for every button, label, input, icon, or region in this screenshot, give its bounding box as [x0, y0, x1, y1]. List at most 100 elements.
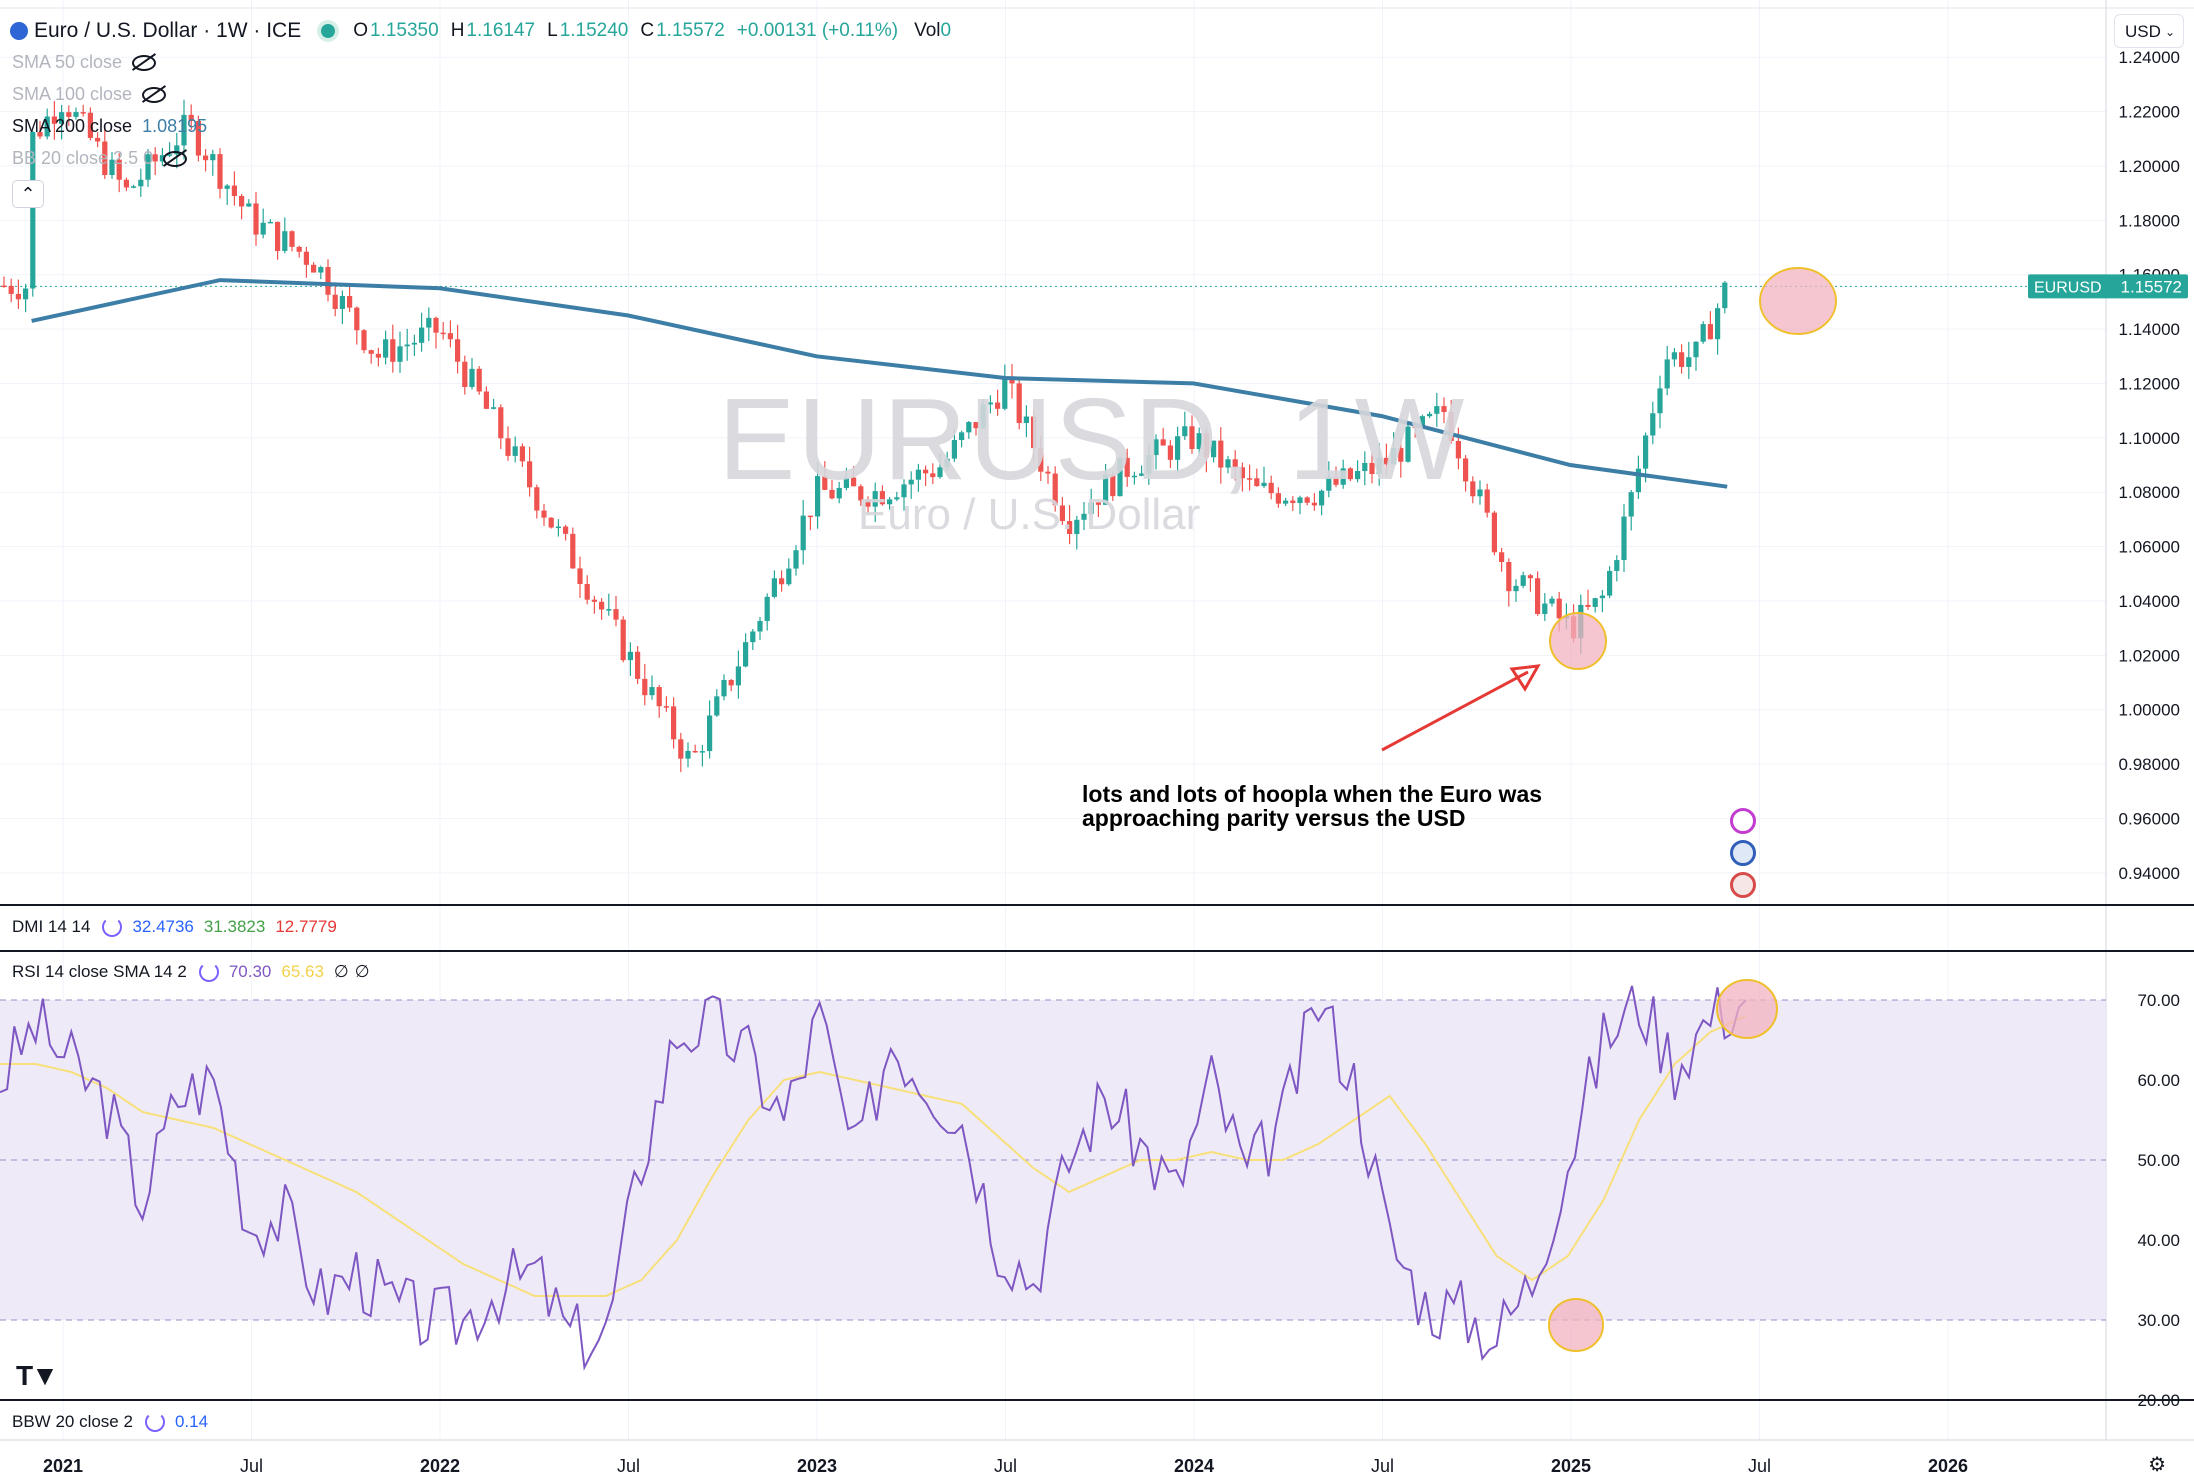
candle-body: [570, 533, 576, 569]
hidden-eye-icon[interactable]: [142, 86, 167, 103]
sma200-line: [31, 278, 1728, 489]
price-tick-label: 1.14000: [2119, 320, 2180, 339]
candle-body: [253, 203, 259, 235]
candle-body: [685, 750, 691, 759]
sma200-legend[interactable]: SMA 200 close 1.08195: [12, 116, 207, 137]
gear-icon[interactable]: ⚙: [2148, 1454, 2166, 1476]
price-tick-label: 1.20000: [2119, 157, 2180, 176]
rsi-label: RSI 14 close SMA 14 2: [12, 962, 187, 981]
price-tick-label: 1.02000: [2119, 646, 2180, 665]
candle-body: [807, 515, 813, 518]
candle-body: [289, 231, 295, 247]
candle-body: [1700, 324, 1706, 342]
time-axis[interactable]: 2021 Jul 2022 Jul 2023 Jul 2024 Jul 2025 Jul 2026: [43, 1456, 1968, 1476]
event-lightning-icon[interactable]: [1730, 808, 1756, 834]
candle-body: [1304, 497, 1310, 503]
candle-body: [339, 296, 345, 309]
candle-body: [779, 578, 785, 585]
candle-body: [462, 361, 468, 387]
candle-body: [519, 446, 525, 462]
candle-body: [836, 487, 842, 499]
candle-body: [995, 402, 1001, 409]
event-us-flag-icon[interactable]: [1730, 872, 1756, 898]
candle-body: [1549, 598, 1555, 604]
candle-body: [627, 651, 633, 661]
candle-body: [1189, 426, 1195, 450]
refresh-icon: [198, 962, 219, 982]
candle-body: [383, 339, 389, 358]
rsi-legend[interactable]: RSI 14 close SMA 14 2 70.30 65.63 ∅ ∅: [12, 962, 370, 982]
candle-body: [721, 679, 727, 697]
candle-body: [1427, 413, 1433, 417]
name-watermark: Euro / U.S. Dollar: [858, 490, 1201, 539]
rsi-sma-line: [0, 1015, 1747, 1297]
candle-body: [1693, 341, 1699, 358]
candle-body: [584, 584, 590, 600]
candle-body: [246, 203, 252, 207]
candle-body: [73, 112, 79, 117]
sma100-legend[interactable]: SMA 100 close: [12, 84, 167, 105]
candle-body: [714, 696, 720, 716]
candle-body: [1463, 458, 1469, 482]
candle-body: [80, 112, 86, 114]
candle-body: [1074, 519, 1080, 535]
bb-legend[interactable]: BB 20 close 2.5 0: [12, 148, 188, 169]
event-globe-icon[interactable]: [1730, 840, 1756, 866]
candle-body: [1484, 489, 1490, 513]
candle-body: [843, 477, 849, 488]
candle-body: [1182, 426, 1188, 437]
candle-body: [1254, 478, 1260, 487]
candle-body: [1362, 462, 1368, 472]
candle-body: [527, 461, 533, 488]
candle-body: [59, 112, 65, 124]
candle-body: [505, 438, 511, 456]
sma200-value: 1.08195: [142, 116, 208, 136]
candle-body: [51, 116, 57, 124]
bb-label: BB 20 close 2.5 0: [12, 148, 154, 168]
candle-body: [591, 599, 597, 602]
candle-body: [23, 288, 29, 300]
chart-annotation-text[interactable]: lots and lots of hoopla when the Euro wa…: [1082, 782, 1542, 830]
time-tick-label: Jul: [240, 1456, 263, 1476]
annotation-line-1: lots and lots of hoopla when the Euro wa…: [1082, 781, 1543, 807]
candle-body: [433, 317, 439, 333]
candle-body: [311, 264, 317, 273]
candle-body: [793, 550, 799, 569]
price-tick-label: 1.06000: [2119, 538, 2180, 557]
candle-body: [1405, 426, 1411, 462]
price-candles: [1, 99, 1728, 773]
tradingview-logo[interactable]: T▼: [16, 1360, 59, 1391]
candle-body: [671, 706, 677, 740]
candle-body: [1117, 457, 1123, 497]
candle-body: [944, 458, 950, 468]
currency-select[interactable]: USD ⌄: [2114, 14, 2184, 48]
symbol-title[interactable]: Euro / U.S. Dollar · 1W · ICE: [34, 19, 302, 42]
hidden-eye-icon[interactable]: [132, 54, 157, 71]
grid: [0, 0, 2194, 1441]
last-price-tag: [2028, 274, 2188, 299]
candle-body: [894, 497, 900, 500]
candle-body: [282, 231, 288, 251]
candle-body: [1650, 413, 1656, 436]
candle-body: [1016, 383, 1022, 424]
hidden-eye-icon[interactable]: [163, 150, 188, 167]
sma50-legend[interactable]: SMA 50 close: [12, 52, 157, 73]
candle-body: [1722, 282, 1728, 309]
dmi-legend[interactable]: DMI 14 14 32.4736 31.3823 12.7779: [12, 917, 337, 937]
candle-body: [1081, 513, 1087, 520]
price-axis[interactable]: 1.240001.220001.200001.180001.160001.140…: [2028, 48, 2188, 883]
candle-body: [951, 440, 957, 459]
collapse-legend-button[interactable]: ⌃: [12, 180, 44, 208]
bbw-legend[interactable]: BBW 20 close 2 0.14: [12, 1412, 208, 1432]
adx-value: 12.7779: [275, 917, 337, 936]
candle-body: [469, 368, 475, 387]
candle-body: [1657, 388, 1663, 414]
candle-body: [1153, 439, 1159, 456]
candle-body: [455, 339, 461, 362]
candle-body: [692, 750, 698, 753]
candle-body: [1139, 473, 1145, 476]
candle-body: [764, 596, 770, 621]
candle-body: [1319, 490, 1325, 506]
vol-label: Vol: [914, 20, 941, 41]
